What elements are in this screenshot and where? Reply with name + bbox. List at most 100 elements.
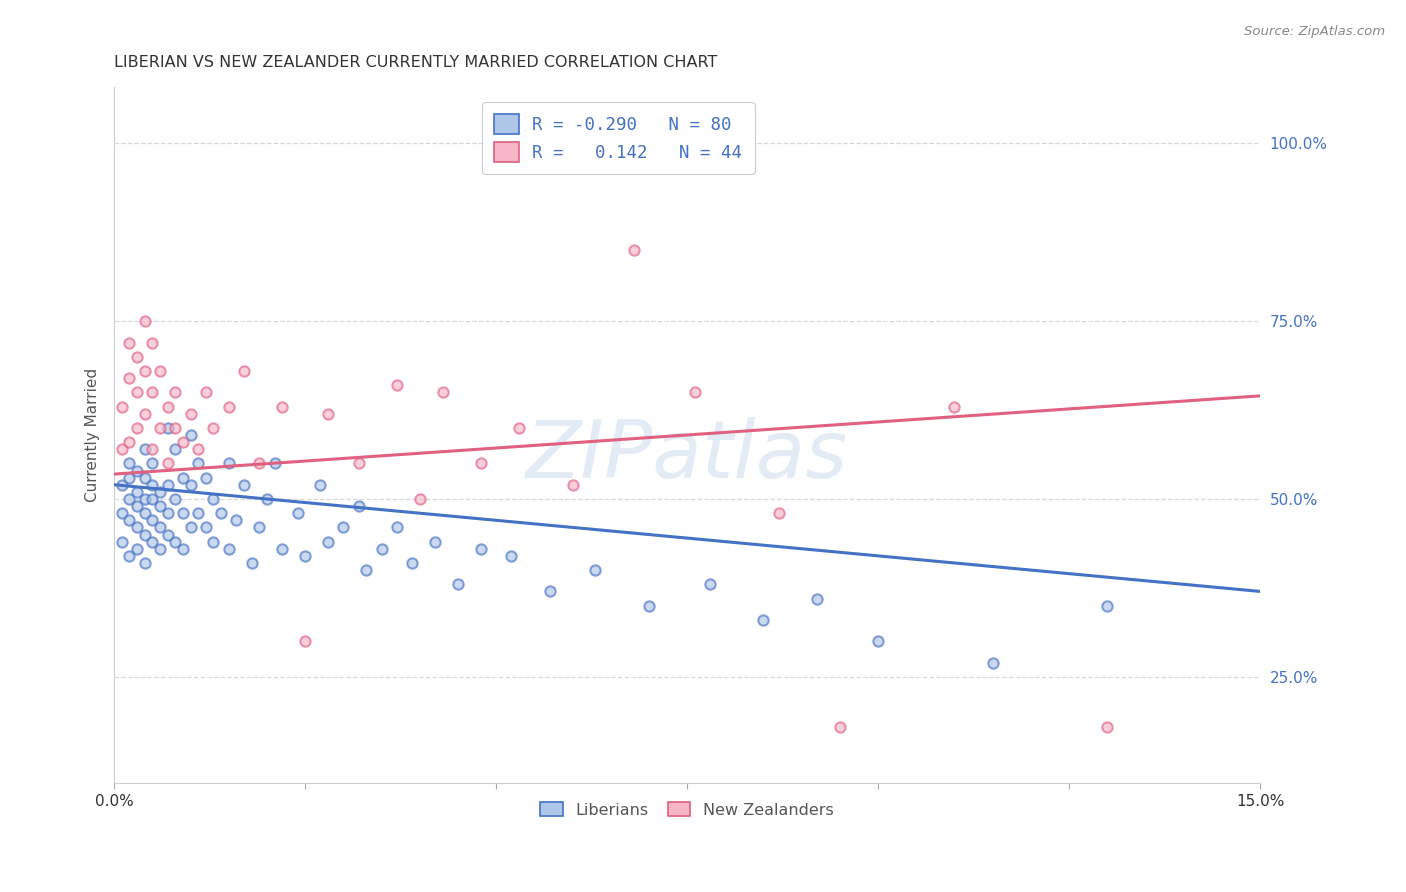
Point — [218, 400, 240, 414]
Point — [127, 541, 149, 556]
Point — [111, 477, 134, 491]
Point — [294, 549, 316, 563]
Point — [127, 385, 149, 400]
Point — [141, 442, 163, 457]
Point — [508, 421, 530, 435]
Point — [118, 371, 141, 385]
Point — [271, 400, 294, 414]
Point — [165, 442, 187, 457]
Point — [385, 378, 408, 392]
Point — [309, 477, 332, 491]
Point — [332, 520, 354, 534]
Point — [1097, 719, 1119, 733]
Point — [501, 549, 523, 563]
Point — [118, 435, 141, 450]
Point — [623, 243, 645, 257]
Point — [1097, 599, 1119, 613]
Point — [233, 364, 256, 378]
Point — [141, 477, 163, 491]
Point — [111, 442, 134, 457]
Point — [156, 477, 179, 491]
Point — [149, 499, 172, 513]
Point — [432, 385, 454, 400]
Point — [172, 470, 194, 484]
Point — [538, 584, 561, 599]
Y-axis label: Currently Married: Currently Married — [86, 368, 100, 502]
Point — [247, 457, 270, 471]
Point — [127, 520, 149, 534]
Point — [401, 556, 423, 570]
Point — [127, 499, 149, 513]
Point — [187, 457, 209, 471]
Point — [187, 442, 209, 457]
Point — [218, 457, 240, 471]
Point — [111, 534, 134, 549]
Point — [263, 457, 285, 471]
Point — [347, 457, 370, 471]
Point — [180, 520, 202, 534]
Point — [202, 491, 225, 506]
Point — [187, 506, 209, 520]
Text: LIBERIAN VS NEW ZEALANDER CURRENTLY MARRIED CORRELATION CHART: LIBERIAN VS NEW ZEALANDER CURRENTLY MARR… — [114, 55, 717, 70]
Point — [127, 484, 149, 499]
Point — [699, 577, 721, 591]
Point — [172, 506, 194, 520]
Point — [868, 634, 890, 648]
Point — [356, 563, 378, 577]
Point — [134, 442, 156, 457]
Point — [141, 534, 163, 549]
Point — [141, 457, 163, 471]
Point — [202, 421, 225, 435]
Point — [752, 613, 775, 627]
Text: ZIPatlas: ZIPatlas — [526, 417, 848, 495]
Point — [134, 506, 156, 520]
Point — [134, 527, 156, 541]
Point — [271, 541, 294, 556]
Point — [202, 534, 225, 549]
Point — [141, 491, 163, 506]
Point — [583, 563, 606, 577]
Point — [156, 527, 179, 541]
Point — [172, 435, 194, 450]
Point — [806, 591, 828, 606]
Point — [134, 556, 156, 570]
Point — [828, 719, 851, 733]
Point — [141, 513, 163, 527]
Point — [118, 470, 141, 484]
Point — [118, 549, 141, 563]
Point — [316, 534, 339, 549]
Point — [149, 541, 172, 556]
Point — [149, 520, 172, 534]
Point — [165, 534, 187, 549]
Point — [141, 335, 163, 350]
Point — [233, 477, 256, 491]
Legend: Liberians, New Zealanders: Liberians, New Zealanders — [534, 796, 841, 824]
Point — [134, 491, 156, 506]
Point — [149, 364, 172, 378]
Point — [172, 541, 194, 556]
Point — [156, 506, 179, 520]
Point — [981, 656, 1004, 670]
Point — [180, 407, 202, 421]
Point — [409, 491, 432, 506]
Point — [347, 499, 370, 513]
Point — [149, 421, 172, 435]
Point — [134, 364, 156, 378]
Point — [256, 491, 278, 506]
Point — [385, 520, 408, 534]
Point — [111, 400, 134, 414]
Point — [247, 520, 270, 534]
Point — [209, 506, 232, 520]
Point — [194, 385, 217, 400]
Point — [156, 400, 179, 414]
Point — [447, 577, 470, 591]
Point — [194, 470, 217, 484]
Point — [470, 457, 492, 471]
Point — [225, 513, 247, 527]
Point — [943, 400, 966, 414]
Point — [683, 385, 706, 400]
Point — [165, 421, 187, 435]
Point — [165, 491, 187, 506]
Point — [127, 421, 149, 435]
Text: Source: ZipAtlas.com: Source: ZipAtlas.com — [1244, 25, 1385, 38]
